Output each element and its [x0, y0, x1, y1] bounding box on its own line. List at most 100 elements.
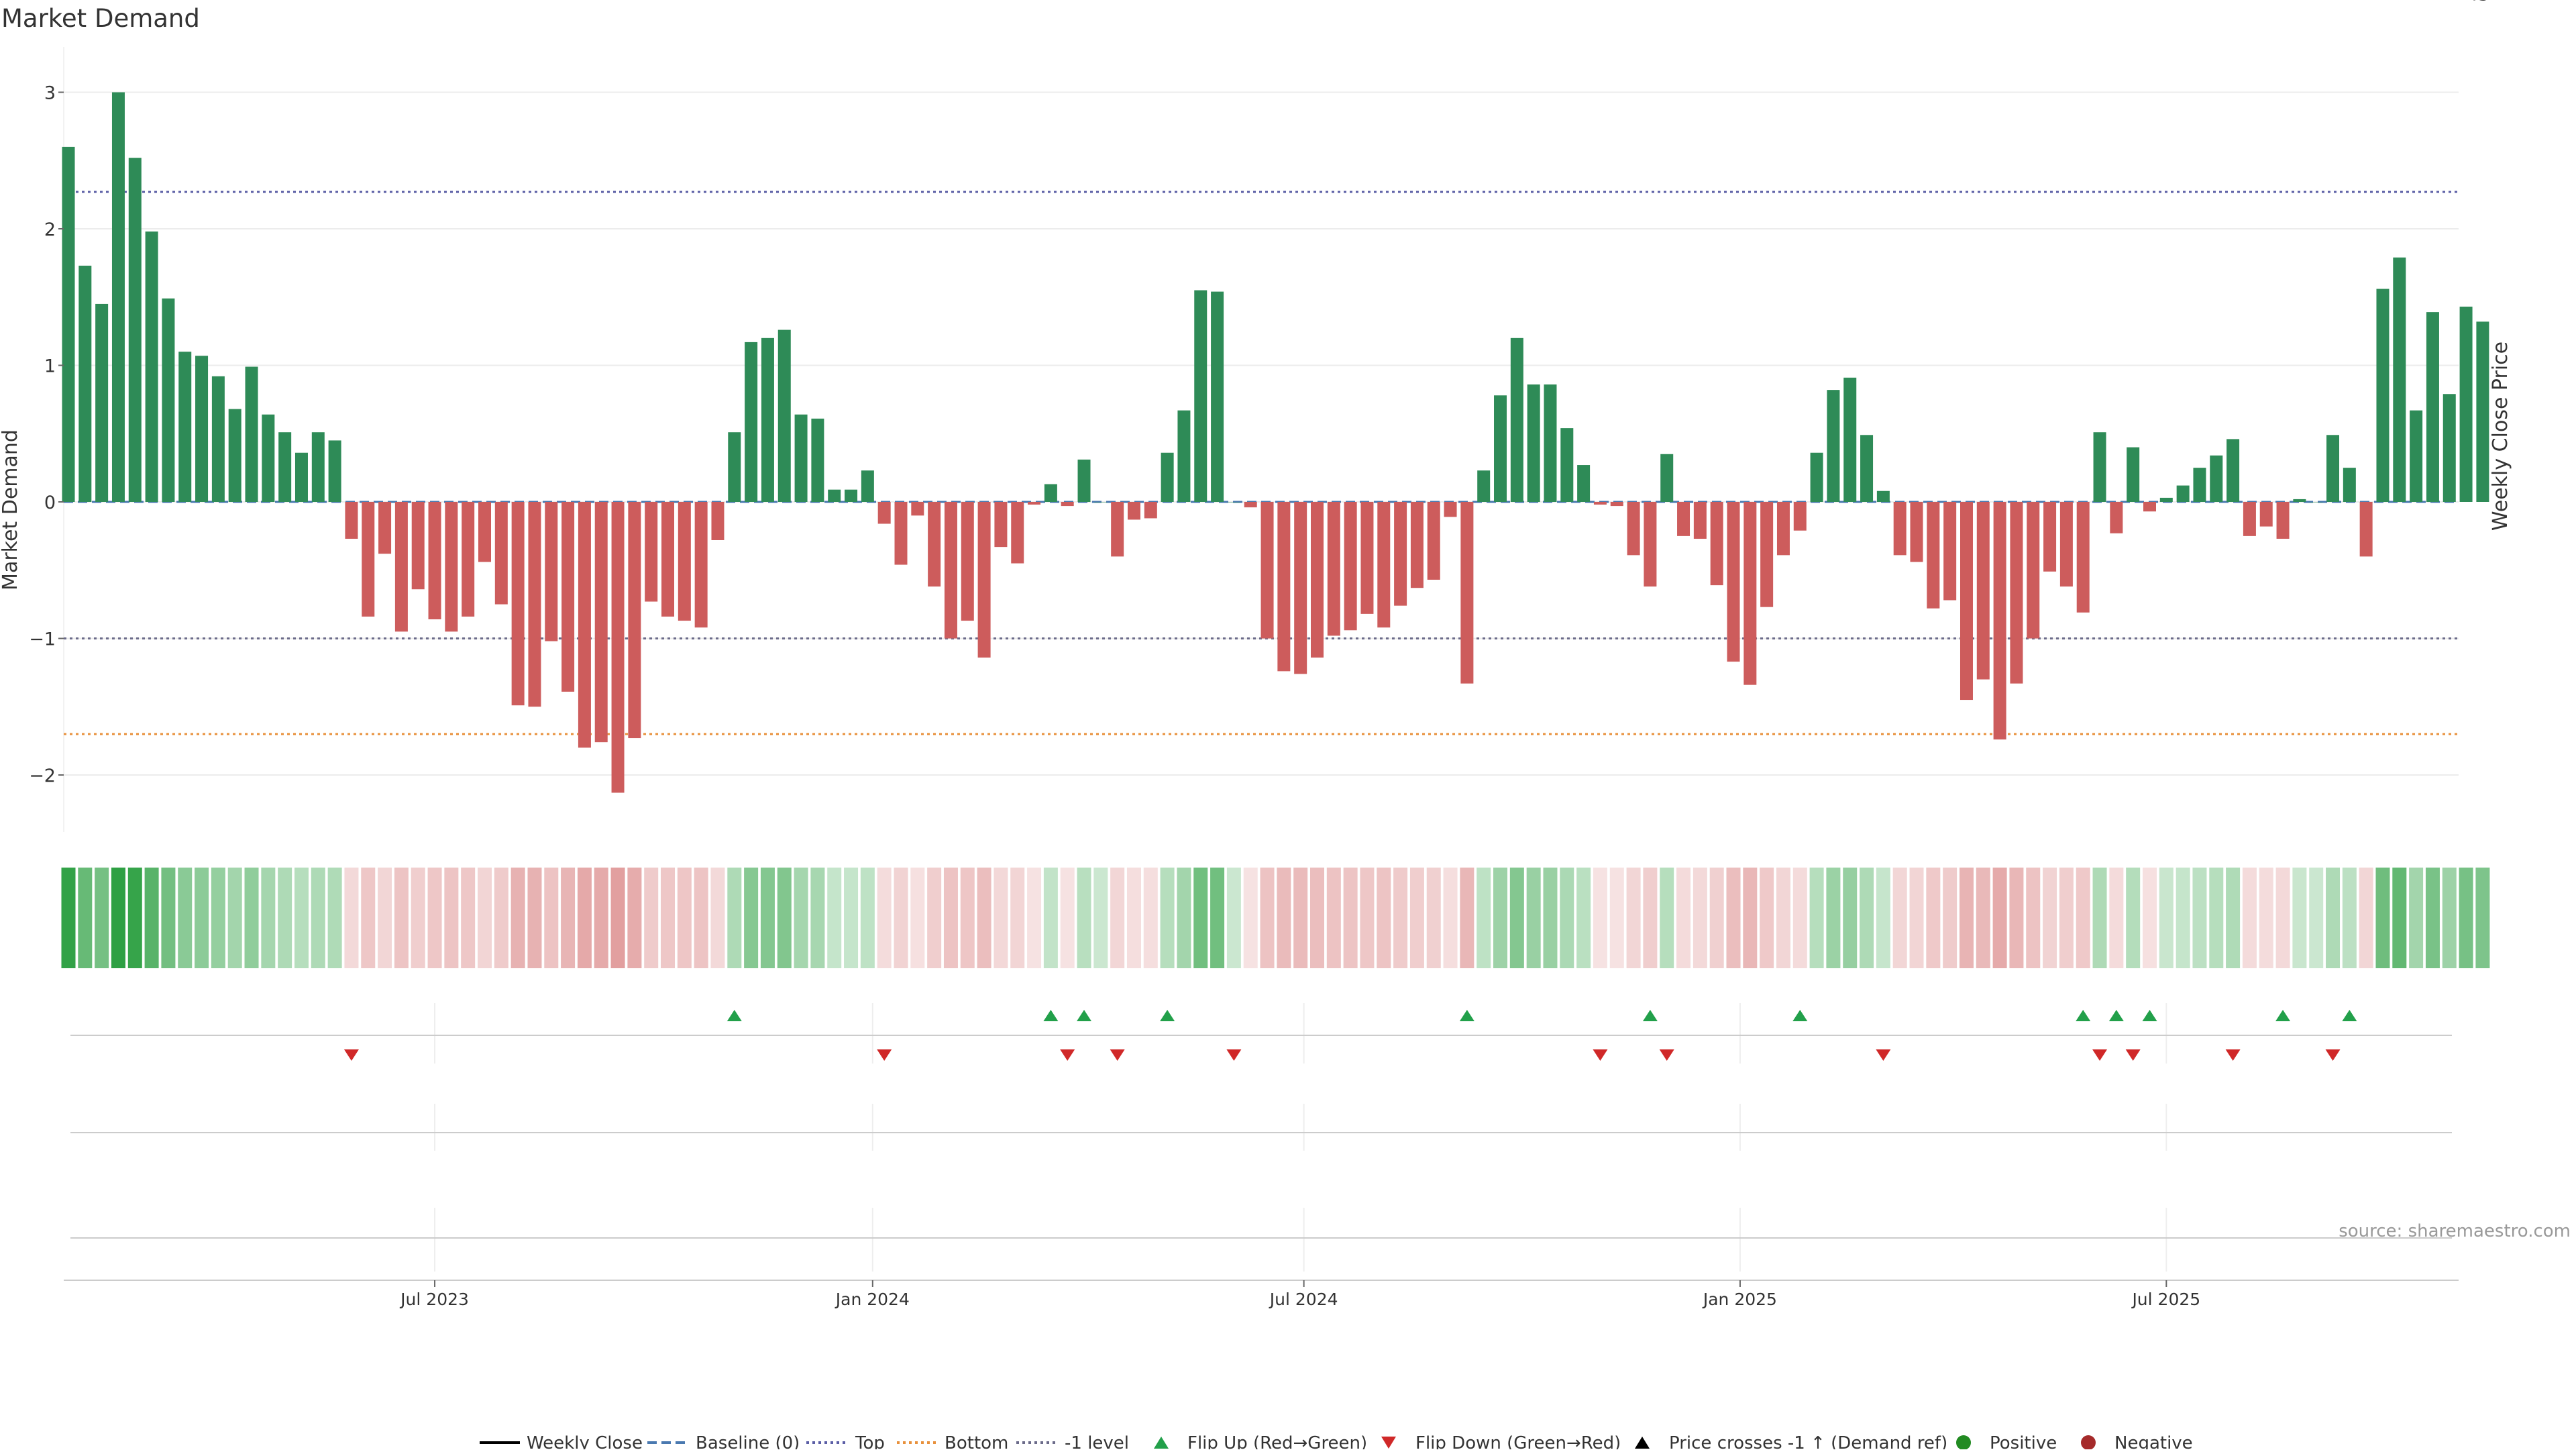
heat-cell	[1343, 868, 1358, 968]
demand-bar-positive	[111, 92, 125, 502]
demand-bar-negative	[1294, 502, 1307, 674]
heat-cell	[327, 868, 342, 968]
heat-cell	[1892, 868, 1907, 968]
heat-cell	[2076, 868, 2090, 968]
demand-bar-negative	[1727, 502, 1740, 662]
heat-cell	[1976, 868, 1990, 968]
demand-bar-negative	[1344, 502, 1357, 631]
demand-bar-positive	[1177, 410, 1191, 502]
demand-bar-positive	[1544, 384, 1557, 502]
legend-item-price_cross: Price crosses -1 ↑ (Demand ref)	[1635, 1433, 1947, 1452]
demand-bar-negative	[1610, 502, 1623, 507]
heat-cell	[1543, 868, 1558, 968]
legend-label: Positive	[1990, 1433, 2057, 1449]
demand-bar-negative	[1693, 502, 1707, 539]
demand-bar-positive	[828, 489, 841, 502]
heat-cell	[1626, 868, 1641, 968]
heat-cell	[1526, 868, 1541, 968]
demand-bar-negative	[578, 502, 591, 748]
heat-cell	[894, 868, 908, 968]
demand-bar-positive	[761, 338, 774, 502]
flip-up-marker	[2142, 1010, 2157, 1021]
demand-bar-positive	[1044, 484, 1057, 502]
flip-up-marker	[1077, 1010, 1092, 1021]
heat-cell	[2392, 868, 2407, 968]
demand-bar-positive	[728, 432, 741, 502]
heat-cell	[1193, 868, 1208, 968]
flip-down-marker	[2225, 1049, 2241, 1061]
heat-cell	[1776, 868, 1790, 968]
demand-bar-negative	[1593, 502, 1607, 505]
demand-bar-negative	[1710, 502, 1723, 586]
demand-bar-negative	[394, 502, 408, 632]
demand-bar-positive	[1827, 390, 1840, 502]
demand-bar-negative	[1743, 502, 1757, 685]
heat-cell	[1560, 868, 1574, 968]
heat-cell	[1177, 868, 1191, 968]
heat-cell	[195, 868, 209, 968]
heat-cell	[2442, 868, 2457, 968]
heat-cell	[1593, 868, 1607, 968]
heat-cell	[2342, 868, 2357, 968]
heat-cell	[2242, 868, 2257, 968]
heat-cell	[1093, 868, 1108, 968]
heat-cell	[1260, 868, 1275, 968]
demand-bar-positive	[845, 489, 858, 502]
demand-bar-negative	[2010, 502, 2023, 684]
demand-bar-negative	[1061, 502, 1074, 507]
demand-bar-positive	[2093, 432, 2106, 502]
heat-cell	[1160, 868, 1175, 968]
heat-cell	[960, 868, 975, 968]
flip-down-marker	[1226, 1049, 1242, 1061]
heat-cell	[161, 868, 176, 968]
demand-bar-negative	[378, 502, 392, 554]
demand-bar-negative	[1377, 502, 1391, 628]
flip-down-marker	[2092, 1049, 2108, 1061]
heat-cell	[2192, 868, 2207, 968]
heat-cell	[1676, 868, 1691, 968]
demand-bar-positive	[78, 265, 92, 502]
demand-bar-positive	[2193, 468, 2206, 502]
demand-bar-positive	[1494, 395, 1507, 502]
demand-bar-positive	[2159, 497, 2173, 502]
heat-cell	[977, 868, 991, 968]
heat-cell	[1943, 868, 1957, 968]
demand-bar-negative	[1976, 502, 1990, 680]
heat-cell	[2409, 868, 2424, 968]
heat-cell	[2109, 868, 2124, 968]
demand-bar-negative	[2359, 502, 2373, 557]
demand-bar-positive	[1510, 338, 1523, 502]
flip-up-marker	[2076, 1010, 2091, 1021]
demand-bar-positive	[95, 303, 109, 502]
demand-bar-negative	[977, 502, 991, 658]
demand-bar-negative	[2076, 502, 2090, 613]
heat-cell	[694, 868, 708, 968]
y-axis-label-right: Weekly Close Price	[2489, 342, 2512, 531]
flip-down-marker	[1060, 1049, 1075, 1061]
flip-up-marker	[727, 1010, 742, 1021]
y-axis-label-left: Market Demand	[0, 429, 22, 590]
demand-bar-negative	[877, 502, 891, 524]
legend-item-top: Top	[806, 1433, 885, 1452]
x-tick-label: Jul 2024	[1269, 1290, 1338, 1309]
heat-cell	[378, 868, 392, 968]
demand-bar-positive	[2443, 394, 2456, 502]
heat-cell	[2143, 868, 2157, 968]
heat-cell	[1576, 868, 1591, 968]
demand-bar-negative	[345, 502, 358, 539]
demand-bar-negative	[1011, 502, 1024, 564]
heat-cell	[227, 868, 242, 968]
demand-bar-negative	[1144, 502, 1157, 519]
heat-cell	[2425, 868, 2440, 968]
legend-label: -1 level	[1065, 1433, 1129, 1449]
demand-bar-positive	[62, 146, 75, 502]
heat-cell	[178, 868, 193, 968]
demand-bar-negative	[411, 502, 425, 590]
demand-bar-positive	[1660, 454, 1674, 502]
flip-up-marker	[1043, 1010, 1059, 1021]
heat-cell	[527, 868, 542, 968]
demand-bar-negative	[1244, 502, 1257, 508]
heat-cell	[1792, 868, 1807, 968]
heat-cell	[1143, 868, 1158, 968]
